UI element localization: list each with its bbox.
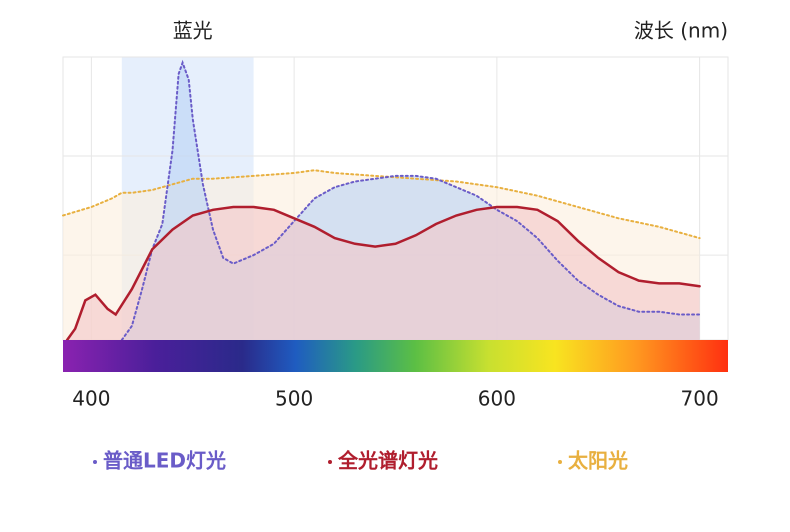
legend-label: 太阳光 <box>568 449 628 473</box>
line <box>120 59 701 341</box>
band-label: 蓝光 <box>173 19 213 43</box>
legend-label: 全光谱灯光 <box>337 449 438 473</box>
line <box>62 169 701 240</box>
area <box>67 207 700 340</box>
line <box>65 205 701 342</box>
legend-dot <box>93 460 97 464</box>
legend-label: 普通LED灯光 <box>103 449 226 473</box>
x-tick-label: 500 <box>275 387 313 411</box>
x-axis-label: 波长 (nm) <box>634 19 728 43</box>
legend-dot <box>558 460 562 464</box>
x-tick-label: 600 <box>478 387 516 411</box>
spectrum-bar <box>63 340 728 372</box>
legend-dot <box>328 460 332 464</box>
x-tick-label: 700 <box>681 387 719 411</box>
x-tick-label: 400 <box>72 387 110 411</box>
